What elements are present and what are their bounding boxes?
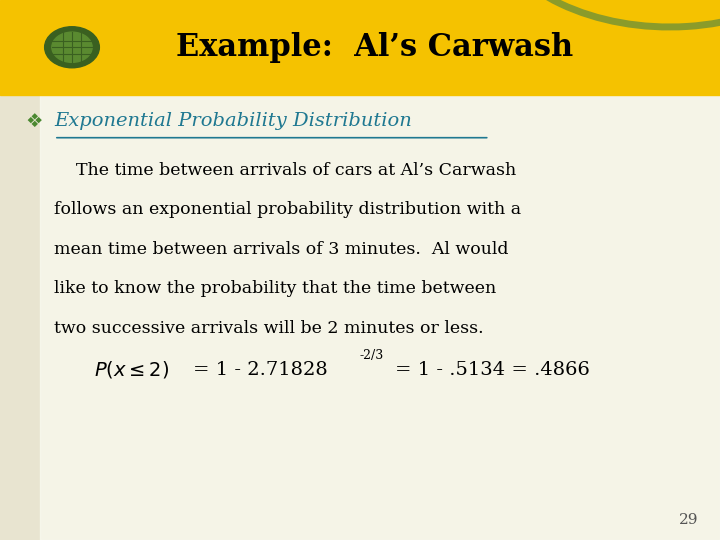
Text: Exponential Probability Distribution: Exponential Probability Distribution	[54, 112, 412, 131]
Text: ❖: ❖	[26, 112, 43, 131]
Text: Example:  Al’s Carwash: Example: Al’s Carwash	[176, 32, 573, 63]
Text: -2/3: -2/3	[360, 349, 384, 362]
Text: like to know the probability that the time between: like to know the probability that the ti…	[54, 280, 496, 297]
Circle shape	[52, 32, 92, 62]
Text: = 1 - 2.71828: = 1 - 2.71828	[193, 361, 328, 379]
Text: = 1 - .5134 = .4866: = 1 - .5134 = .4866	[395, 361, 590, 379]
Bar	[0, 0, 720, 94]
Circle shape	[45, 26, 99, 68]
Text: $\mathit{P}(\mathit{x} \leq 2)$: $\mathit{P}(\mathit{x} \leq 2)$	[94, 360, 168, 380]
Text: follows an exponential probability distribution with a: follows an exponential probability distr…	[54, 201, 521, 218]
Text: two successive arrivals will be 2 minutes or less.: two successive arrivals will be 2 minute…	[54, 320, 484, 336]
Text: 29: 29	[679, 512, 698, 526]
Text: The time between arrivals of cars at Al’s Carwash: The time between arrivals of cars at Al’…	[54, 162, 516, 179]
Text: mean time between arrivals of 3 minutes.  Al would: mean time between arrivals of 3 minutes.…	[54, 241, 508, 258]
Bar	[40, 94, 720, 540]
